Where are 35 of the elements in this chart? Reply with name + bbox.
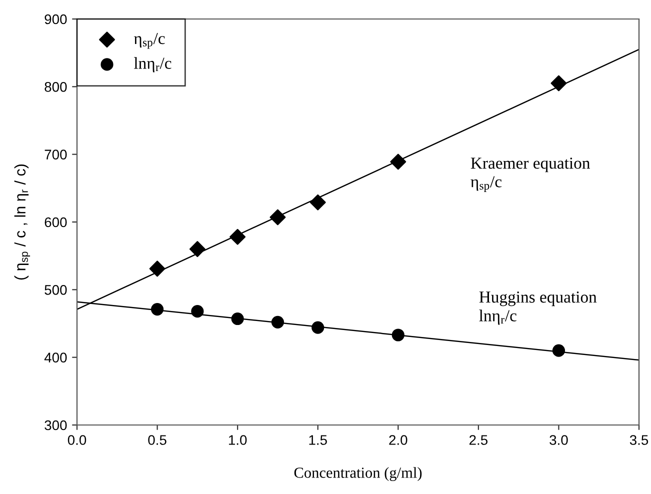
y-tick-label: 500 [44,285,67,295]
y-tick-label: 600 [44,217,67,228]
x-axis-title: Concentration (g/ml) [294,467,422,482]
point [550,75,567,92]
point [390,154,406,170]
y-tick-label: 800 [44,82,67,92]
point [552,344,566,357]
x-tick-label: 2.0 [389,435,408,445]
y-axis-title: ( η$_{sp}$ / c , ln η$_{r}$ / c) [14,164,30,280]
point [191,305,204,318]
point [231,312,244,326]
point [312,321,324,334]
point [150,302,164,316]
point [310,194,326,210]
point [270,209,286,226]
x-tick-label: 0.5 [148,435,166,445]
point [392,328,404,342]
point [230,228,246,245]
legend-label: lnη$_{r}$/c [134,57,172,72]
y-tick-label: 700 [44,150,67,160]
point [149,260,166,277]
x-tick-label: 0.0 [68,435,86,445]
y-tick-label: 900 [44,14,67,24]
x-tick-label: 3.0 [550,435,568,445]
point [189,241,206,258]
x-tick-label: 1.5 [309,435,327,445]
x-tick-label: 1.0 [228,435,247,445]
y-tick-label: 300 [44,420,67,430]
annotation: Huggins equation lnη$_{r}$/c [479,292,597,325]
legend-label: η$_{sp}$/c [134,33,165,49]
x-tick-label: 2.5 [469,435,488,445]
point [271,316,284,328]
annotation: Kraemer equation η$_{sp}$/c [470,158,590,192]
x-tick-label: 3.5 [630,435,648,445]
y-tick-label: 400 [44,352,67,363]
